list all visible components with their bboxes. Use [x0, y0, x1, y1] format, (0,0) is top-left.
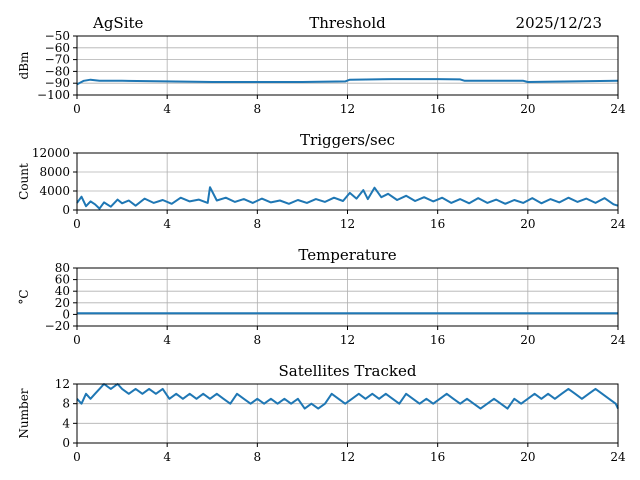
x-tick-label: 24: [610, 450, 626, 464]
site-label: AgSite: [92, 14, 144, 32]
y-tick-label: 4: [62, 416, 70, 430]
x-tick-label: 4: [163, 217, 171, 231]
y-tick-label: −20: [45, 319, 70, 333]
x-tick-label: 12: [340, 450, 355, 464]
y-tick-label: −100: [37, 88, 70, 102]
series-line: [76, 78, 619, 86]
x-tick-label: 4: [163, 333, 171, 347]
y-tick-label: 0: [62, 436, 70, 450]
y-axis-label: °C: [17, 289, 31, 304]
y-tick-label: −90: [45, 76, 70, 90]
y-tick-label: 8: [62, 397, 70, 411]
x-tick-label: 16: [430, 450, 445, 464]
y-tick-label: 20: [55, 296, 70, 310]
x-tick-label: 8: [254, 102, 262, 116]
y-tick-label: 60: [55, 273, 70, 287]
chart-panels: 0 4 8 12 16 20 24 −50−60−70−80−90−100 Threshold d…: [17, 14, 626, 464]
x-tick-label: 8: [254, 450, 262, 464]
x-tick-label: 4: [163, 450, 171, 464]
y-axis-label: dBm: [17, 51, 31, 80]
x-tick-label: 16: [430, 102, 445, 116]
series-line: [76, 383, 619, 410]
y-tick-label: 8000: [39, 165, 70, 179]
panel-2: 0 4 8 12 16 20 24 0 4000 8000 12000 Triggers/sec Cou…: [17, 131, 626, 231]
x-tick-label: 20: [520, 217, 535, 231]
x-tick-label: 8: [254, 217, 262, 231]
date-label: 2025/12/23: [516, 14, 602, 32]
x-tick-label: 20: [520, 450, 535, 464]
y-tick-label: 0: [62, 203, 70, 217]
chart-title: Satellites Tracked: [279, 362, 417, 380]
x-tick-label: 24: [610, 333, 626, 347]
y-tick-label: 12000: [32, 146, 70, 160]
x-tick-label: 12: [340, 333, 355, 347]
y-tick-label: 80: [55, 261, 70, 275]
x-tick-label: 24: [610, 102, 626, 116]
panel-4: 0 4 8 12 16 20 24 0 4 8 12 Satellites Tracked Number: [17, 362, 626, 464]
series-line: [76, 186, 619, 210]
chart-title: Threshold: [309, 14, 386, 32]
chart-title: Triggers/sec: [300, 131, 395, 149]
x-tick-label: 16: [430, 217, 445, 231]
y-tick-label: 4000: [39, 184, 70, 198]
y-tick-label: −60: [45, 41, 70, 55]
y-tick-label: 40: [55, 284, 70, 298]
chart-title: Temperature: [298, 246, 396, 264]
y-axis-label: Number: [17, 388, 31, 438]
x-tick-label: 20: [520, 102, 535, 116]
y-axis-label: Count: [17, 163, 31, 200]
grid: [76, 267, 619, 327]
x-tick-label: 0: [73, 217, 81, 231]
y-tick-label: −50: [45, 29, 70, 43]
x-tick-label: 0: [73, 102, 81, 116]
x-tick-label: 16: [430, 333, 445, 347]
y-tick-label: 0: [62, 307, 70, 321]
x-tick-label: 20: [520, 333, 535, 347]
x-tick-label: 4: [163, 102, 171, 116]
x-tick-label: 0: [73, 450, 81, 464]
y-tick-label: 12: [55, 377, 70, 391]
y-tick-label: −80: [45, 64, 70, 78]
x-tick-label: 12: [340, 217, 355, 231]
x-tick-label: 0: [73, 333, 81, 347]
x-tick-label: 12: [340, 102, 355, 116]
x-tick-label: 24: [610, 217, 626, 231]
x-tick-label: 8: [254, 333, 262, 347]
grid: [76, 35, 619, 96]
panel-1: 0 4 8 12 16 20 24 −50−60−70−80−90−100 Threshold d…: [17, 14, 626, 116]
y-tick-label: −70: [45, 53, 70, 67]
